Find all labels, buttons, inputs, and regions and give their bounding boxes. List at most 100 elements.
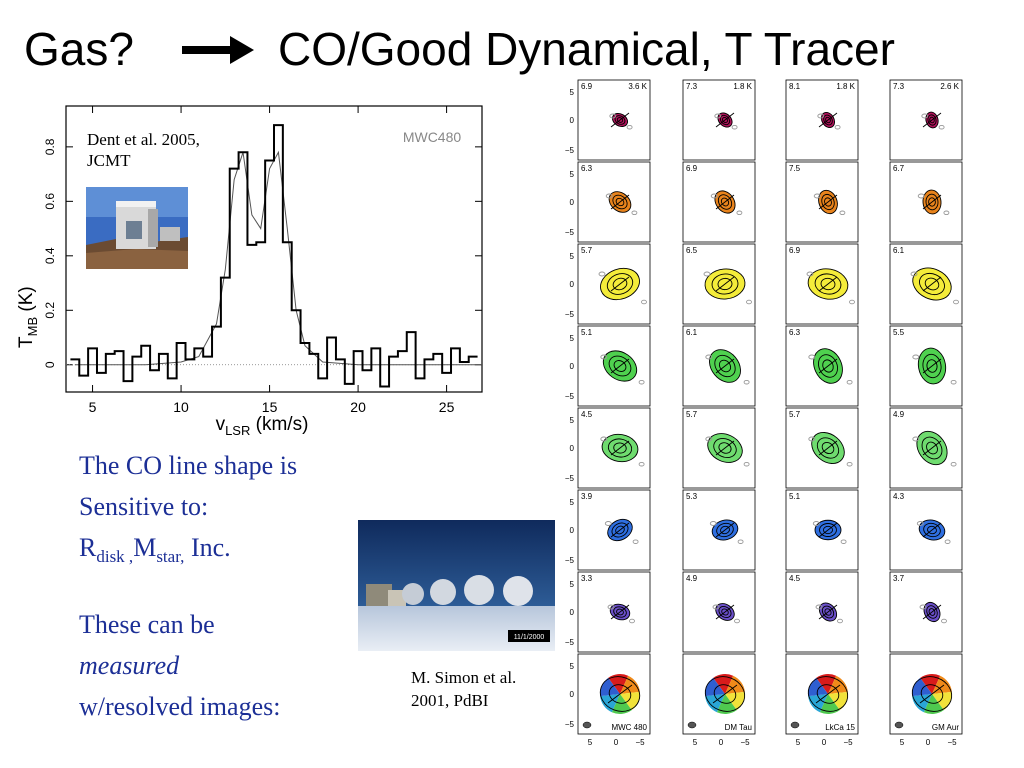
velocity-field-segment [705,677,725,697]
parameters-line: Rdisk ,Mstar, Inc. [79,527,297,568]
r-subscript: disk , [96,547,134,566]
contour [712,604,720,610]
disk-axis-line [818,276,838,292]
contour [815,604,823,610]
velocity-label: 7.3 [686,82,698,91]
contour [916,521,924,526]
contour [806,271,814,277]
contour [604,521,612,526]
disk-axis-line [715,112,735,128]
velocity-field-segment [600,677,620,697]
velocity-label: 6.9 [581,82,593,91]
contour [821,193,835,211]
y-tick-label: 0.8 [43,138,57,155]
x-axis-tick-label: 0 [614,738,619,747]
channel-panel: MWC 480 [577,653,651,735]
disk-axis-line [712,684,738,704]
contour [910,271,918,277]
contour [818,354,838,378]
y-axis-tick-label: 0 [570,444,575,453]
disk-axis-line [715,194,735,210]
channel-panel: 5.7 [577,243,651,325]
channel-panel: 4.5 [577,407,651,489]
velocity-label: 4.5 [581,410,593,419]
inc-label: Inc. [184,533,231,562]
velocity-label: 6.3 [581,164,593,173]
contour [613,360,627,372]
contour [616,608,624,616]
contour [923,522,941,538]
caption-line: Dent et al. 2005, [87,130,200,149]
contour [607,438,633,458]
channel-panel: 3.9 [577,489,651,571]
channel-panel: 7.5 [785,161,859,243]
contour [938,124,945,130]
velocity-label: 4.9 [686,574,698,583]
channel-panel: 5.5 [889,325,963,407]
beam-ellipse [582,721,592,729]
panel-frame [682,325,756,407]
velocity-label: 4.3 [893,492,905,501]
contour [638,461,645,467]
body-line: w/resolved images: [79,692,281,721]
velocity-label: 6.1 [893,246,905,255]
contour [926,605,938,619]
y-axis-tick-label: 0 [570,526,575,535]
channel-panel: 7.3 1.8 K [682,79,756,161]
contour [919,604,927,610]
velocity-label: 5.7 [686,410,698,419]
contour [816,437,840,459]
contour [615,197,625,207]
contour [837,618,843,624]
contour [616,117,624,123]
velocity-label: 5.3 [686,492,698,501]
disk-axis-line [607,684,633,704]
contour [819,523,837,537]
panel-frame [577,325,651,407]
x-axis-tick-label: 5 [588,738,593,747]
velocity-label: 6.9 [789,246,801,255]
x-axis-tick-label: 5 [693,738,698,747]
disk-axis-line [922,604,942,620]
contour [911,676,953,712]
contour [807,676,849,712]
contour [609,113,617,119]
contour [704,676,746,712]
disk-axis-line [610,522,630,538]
caption-line: M. Simon et al. [411,668,517,687]
x-tick-label: 25 [439,399,455,415]
y-axis-tick-label: 0 [570,608,575,617]
source-name-label: MWC 480 [611,723,647,732]
contour [718,442,732,454]
channel-panel: 6.9 [785,243,859,325]
x-axis-tick-label: 0 [926,738,931,747]
disk-axis-line [715,276,735,292]
velocity-label: 6.1 [686,328,698,337]
contour [719,114,731,126]
contour [817,113,825,119]
contour [731,124,738,130]
panel-frame [785,161,859,243]
contour [743,461,750,467]
channel-panel: 6.9 3.6 K [577,79,651,161]
velocity-field-segment [912,694,932,713]
channel-panel: 6.1 [682,325,756,407]
body-line-italic: measured [79,651,180,680]
contour [924,277,940,291]
contour [925,193,939,211]
arrow-right-icon [182,36,254,64]
contour [950,461,957,467]
y-axis-tick-label: 0 [570,198,575,207]
pdbi-antennas-photo: 11/1/2000 [358,520,555,651]
disk-axis-line [818,112,838,128]
contour [824,197,832,207]
x-axis-label: vLSR (km/s) [216,414,309,438]
velocity-label: 7.3 [893,82,905,91]
velocity-field-segment [828,691,848,711]
y-tick-label: 0.6 [43,193,57,210]
velocity-field-segment [713,674,734,694]
channel-panel: 7.3 2.6 K [889,79,963,161]
contour [927,114,937,126]
disk-axis-line [610,112,630,128]
pdbi-caption: M. Simon et al. 2001, PdBI [411,666,516,712]
